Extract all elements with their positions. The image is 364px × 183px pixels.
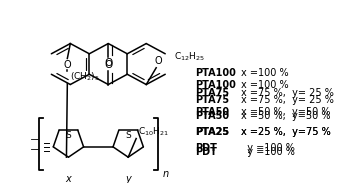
- Text: O: O: [104, 60, 112, 70]
- Text: PTA50: PTA50: [195, 107, 229, 117]
- Text: x: x: [66, 174, 71, 183]
- Text: PDT: PDT: [195, 143, 217, 153]
- Text: x =100 %: x =100 %: [241, 68, 288, 78]
- Text: x =75 %,  y= 25 %: x =75 %, y= 25 %: [241, 88, 333, 98]
- Text: PDT: PDT: [195, 147, 217, 156]
- Text: PTA75: PTA75: [195, 95, 229, 105]
- Text: (CH$_2$)$_5$: (CH$_2$)$_5$: [70, 71, 100, 83]
- Text: y =100 %: y =100 %: [241, 147, 294, 156]
- Text: PTA100: PTA100: [195, 80, 236, 89]
- Text: PTA100: PTA100: [195, 68, 236, 78]
- Text: C$_{12}$H$_{25}$: C$_{12}$H$_{25}$: [174, 50, 205, 63]
- Text: O: O: [64, 60, 71, 70]
- Text: x =75 %,  y= 25 %: x =75 %, y= 25 %: [241, 95, 334, 105]
- Text: PTA50: PTA50: [195, 111, 229, 121]
- Text: O: O: [154, 56, 162, 66]
- Text: x =100 %: x =100 %: [241, 80, 288, 89]
- Text: x =50 %,  y=50 %: x =50 %, y=50 %: [241, 111, 330, 121]
- Text: S: S: [125, 131, 131, 140]
- Text: x =50 %,  y=50 %: x =50 %, y=50 %: [241, 107, 330, 117]
- Text: x =25 %,  y=75 %: x =25 %, y=75 %: [241, 127, 331, 137]
- Text: n: n: [163, 169, 169, 179]
- Text: PTA75: PTA75: [195, 88, 229, 98]
- Text: PTA25: PTA25: [195, 127, 229, 137]
- Text: y =100 %: y =100 %: [241, 143, 294, 153]
- Text: y: y: [125, 174, 131, 183]
- Text: O: O: [104, 58, 112, 68]
- Text: x =25 %,  y=75 %: x =25 %, y=75 %: [241, 127, 330, 137]
- Text: S: S: [66, 131, 71, 140]
- Text: PTA25: PTA25: [195, 127, 229, 137]
- Text: C$_{10}$H$_{21}$: C$_{10}$H$_{21}$: [138, 126, 169, 138]
